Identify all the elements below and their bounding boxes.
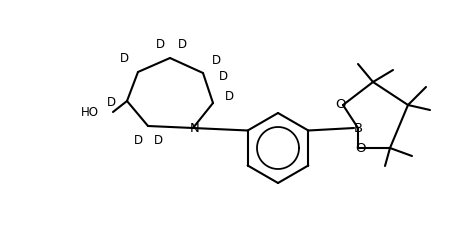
Text: D: D (153, 134, 162, 148)
Text: D: D (218, 70, 228, 83)
Text: N: N (190, 122, 200, 136)
Text: D: D (224, 91, 233, 103)
Text: B: B (354, 122, 363, 134)
Text: D: D (119, 52, 129, 64)
Text: O: O (355, 143, 365, 155)
Text: D: D (212, 55, 221, 67)
Text: D: D (133, 134, 142, 146)
Text: D: D (106, 97, 116, 109)
Text: O: O (336, 97, 346, 110)
Text: D: D (177, 37, 187, 51)
Text: HO: HO (81, 106, 99, 119)
Text: D: D (156, 37, 165, 51)
